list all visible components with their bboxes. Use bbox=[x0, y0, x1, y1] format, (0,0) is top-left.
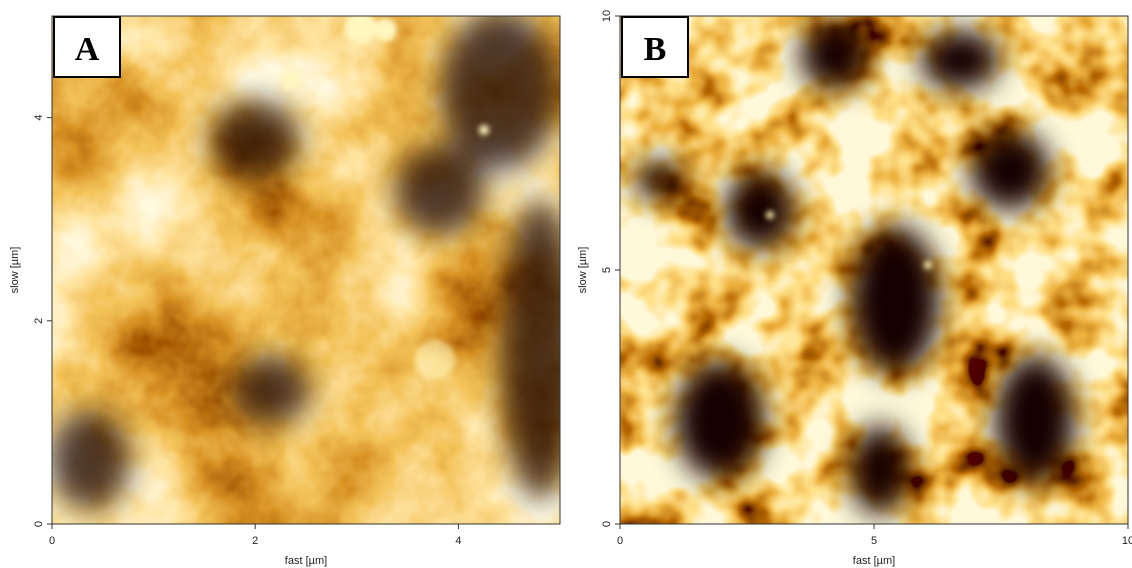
y-tick-label: 0 bbox=[601, 521, 613, 527]
x-tick-label: 2 bbox=[252, 535, 258, 547]
x-tick-label: 5 bbox=[871, 535, 877, 547]
afm-image-a bbox=[50, 10, 580, 524]
x-tick-label: 4 bbox=[455, 535, 461, 547]
y-tick-label: 10 bbox=[601, 10, 613, 22]
x-tick-label: 0 bbox=[617, 535, 623, 547]
y-axis-label: slow [µm] bbox=[9, 247, 21, 294]
y-tick-label: 2 bbox=[33, 318, 45, 324]
x-axis-label: fast [µm] bbox=[853, 555, 895, 567]
x-tick-label: 0 bbox=[49, 535, 55, 547]
panel-label: A bbox=[75, 31, 100, 68]
y-tick-label: 5 bbox=[601, 267, 613, 273]
y-tick-label: 4 bbox=[33, 115, 45, 121]
x-axis-label: fast [µm] bbox=[285, 555, 327, 567]
y-tick-label: 0 bbox=[33, 521, 45, 527]
y-axis-label: slow [µm] bbox=[577, 247, 589, 294]
afm-image-b bbox=[620, 16, 1128, 524]
figure: 0 2 4 0 2 4 fast [µm] slow [µm] A 0 5 10 0 5 10 fast [µ… bbox=[0, 0, 1132, 568]
panel-label: B bbox=[644, 31, 667, 68]
x-tick-label: 10 bbox=[1122, 535, 1132, 547]
